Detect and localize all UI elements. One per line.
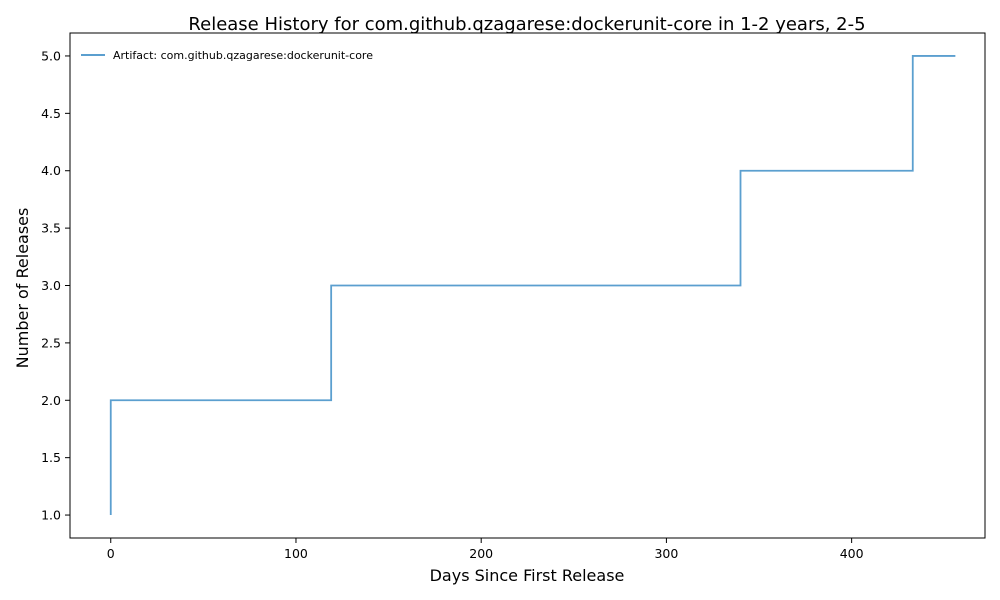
x-tick-label: 400 [840,546,864,561]
y-tick-label: 2.0 [41,393,61,408]
x-axis-ticks: 0 100 200 300 400 [107,538,864,561]
y-tick-label: 3.0 [41,278,61,293]
y-axis-ticks: 1.0 1.5 2.0 2.5 3.0 3.5 4.0 4.5 5.0 [41,48,70,523]
chart-title: Release History for com.github.qzagarese… [188,14,865,35]
y-tick-label: 1.0 [41,508,61,523]
y-tick-label: 4.5 [41,106,61,121]
legend: Artifact: com.github.qzagarese:dockeruni… [81,49,373,62]
y-tick-label: 3.5 [41,221,61,236]
x-axis-label: Days Since First Release [430,566,625,585]
y-tick-label: 2.5 [41,335,61,350]
x-tick-label: 0 [107,546,115,561]
x-tick-label: 300 [654,546,678,561]
series-line [109,55,956,516]
legend-label: Artifact: com.github.qzagarese:dockeruni… [113,49,373,62]
y-tick-label: 4.0 [41,163,61,178]
y-tick-label: 1.5 [41,450,61,465]
series-layer [109,55,956,516]
y-axis-label: Number of Releases [13,208,32,369]
y-tick-label: 5.0 [41,48,61,63]
x-tick-label: 100 [284,546,308,561]
x-tick-label: 200 [469,546,493,561]
